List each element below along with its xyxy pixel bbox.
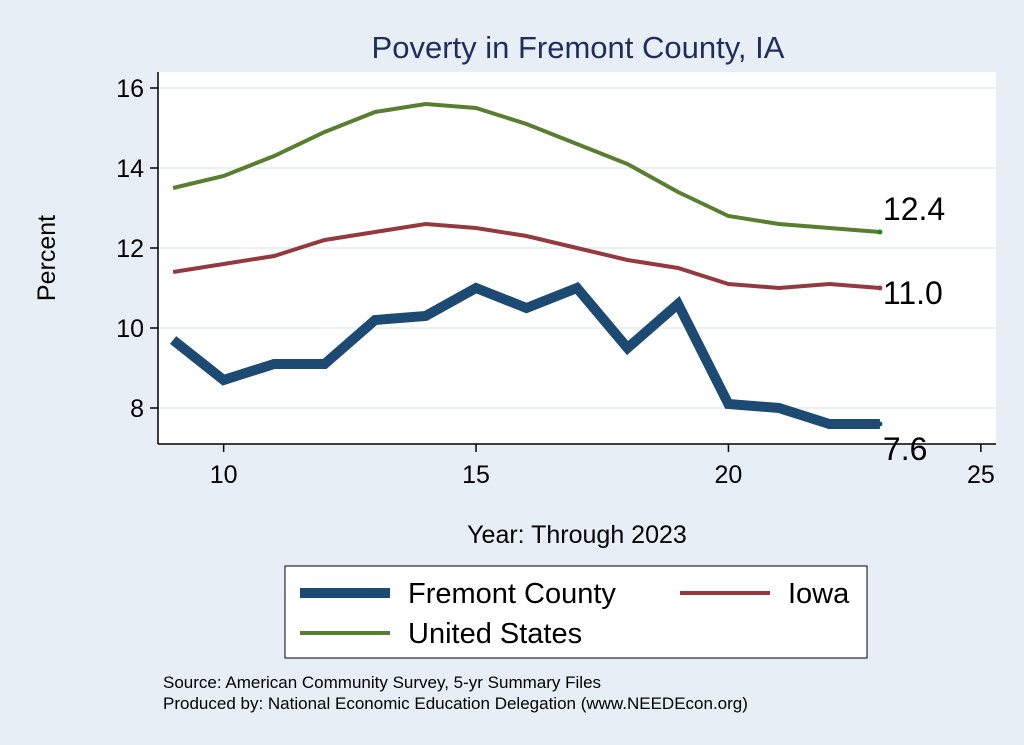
legend-box [284, 565, 868, 659]
y-tick-label-8: 8 [130, 395, 144, 423]
y-tick-label-14: 14 [116, 155, 144, 183]
legend-label-fremont-county: Fremont County [408, 578, 616, 610]
x-axis-title: Year: Through 2023 [467, 521, 687, 549]
y-axis-title: Percent [33, 215, 61, 301]
x-tick-label-20: 20 [715, 461, 743, 489]
y-tick-label-16: 16 [116, 75, 144, 103]
end-labels: 12.4 11.0 7.6 [877, 191, 945, 467]
x-axis-ticks: 10 15 20 25 [210, 444, 995, 489]
series-line-iowa [172, 221, 881, 291]
legend-label-iowa: Iowa [788, 578, 850, 610]
end-label-united-states: 12.4 [883, 191, 945, 227]
series-endpoint-iowa [877, 285, 883, 291]
series-endpoint-united-states [877, 229, 883, 235]
source-note: Source: American Community Survey, 5-yr … [163, 673, 601, 692]
series-line-united-states [172, 101, 881, 234]
end-label-fremont-county: 7.6 [883, 431, 927, 467]
x-tick-label-15: 15 [462, 461, 490, 489]
series-layer [169, 101, 881, 429]
chart-title: Poverty in Fremont County, IA [372, 30, 785, 65]
x-tick-label-10: 10 [210, 461, 238, 489]
plot-area [158, 72, 996, 444]
y-tick-label-12: 12 [116, 235, 144, 263]
x-tick-label-25: 25 [967, 461, 995, 489]
end-label-iowa: 11.0 [883, 275, 943, 311]
legend: Fremont County Iowa United States [284, 565, 868, 659]
producer-note: Produced by: National Economic Education… [163, 694, 748, 713]
y-tick-label-10: 10 [116, 315, 144, 343]
legend-label-united-states: United States [408, 618, 582, 650]
y-axis-ticks: 8 10 12 14 16 [116, 75, 158, 423]
series-endpoint-fremont-county [877, 421, 883, 427]
series-line-fremont-county [169, 282, 880, 429]
